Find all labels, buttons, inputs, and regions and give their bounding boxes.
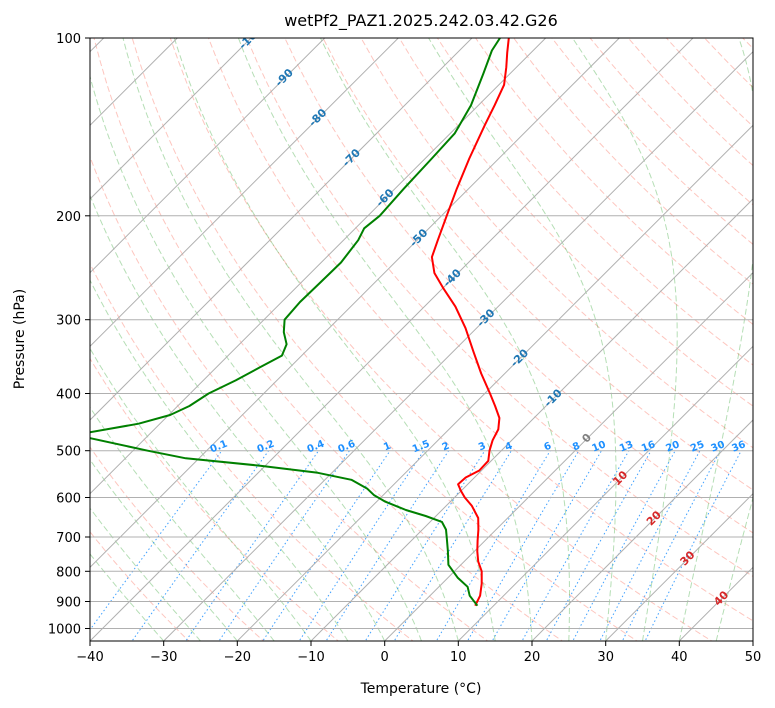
x-axis-label: Temperature (°C)	[360, 681, 482, 697]
mixing-ratio-line	[435, 450, 551, 641]
x-tick-label: −30	[150, 650, 177, 665]
x-tick-label: −10	[297, 650, 324, 665]
mixing-ratio-line	[131, 450, 270, 641]
dry-adiabat-line	[322, 38, 753, 491]
x-tick-label: −40	[76, 650, 103, 665]
mixing-ratio-line	[185, 450, 320, 641]
mixing-ratio-line	[325, 450, 450, 641]
x-tick-label: 20	[524, 650, 541, 665]
y-tick-label: 900	[56, 596, 81, 611]
y-tick-label: 100	[56, 32, 81, 47]
x-tick-label: −20	[224, 650, 251, 665]
dry-adiabat-line	[360, 38, 753, 449]
isotherm-line	[90, 38, 473, 421]
y-tick-label: 600	[56, 492, 81, 507]
y-tick-label: 700	[56, 531, 81, 546]
mixing-ratio-label: 30	[710, 439, 727, 454]
dry-adiabat-line	[90, 446, 265, 641]
isotherm-line	[605, 492, 753, 641]
x-tick-label: 30	[597, 650, 614, 665]
mixing-ratio-label: 36	[730, 439, 747, 454]
moist-adiabat-line	[90, 507, 201, 641]
x-tick-label: 0	[381, 650, 389, 665]
mixing-ratio-label: 4	[504, 441, 515, 454]
isotherm-line	[163, 50, 753, 641]
mixing-ratio-label: 6	[542, 441, 553, 454]
mixing-ratio-label: 20	[664, 439, 681, 454]
y-tick-label: 800	[56, 565, 81, 580]
isotherm-line	[90, 38, 694, 641]
moist-adiabat-line	[90, 194, 386, 641]
moist-adiabat-line	[90, 74, 422, 641]
moist-adiabat-line	[572, 38, 678, 641]
profile-series	[90, 38, 510, 607]
y-tick-label: 1000	[48, 623, 81, 638]
moist-adiabat-line	[173, 38, 496, 641]
isotherm-line	[90, 38, 252, 200]
mixing-ratio-label: 10	[591, 439, 608, 454]
skewed-isotherms	[90, 38, 753, 641]
isotherm-line	[384, 271, 753, 641]
moist-adiabat-line	[122, 38, 459, 641]
moist-adiabat-line	[678, 38, 753, 641]
moist-adiabat-line	[428, 38, 617, 641]
x-tick-label: 40	[671, 650, 688, 665]
y-tick-label: 300	[56, 314, 81, 329]
mixing-ratio-label: 25	[689, 439, 706, 454]
isotherm-line	[90, 38, 547, 495]
moist-adiabat-line	[90, 553, 165, 641]
isotherm-line	[310, 198, 753, 641]
moist-adiabat-line	[320, 38, 570, 641]
dry-adiabat-line	[398, 38, 753, 407]
mixing-ratio-line	[262, 450, 391, 641]
moist-adiabat-line	[237, 38, 533, 641]
y-tick-label: 500	[56, 445, 81, 460]
dewpoint-profile	[90, 38, 501, 607]
mixing-ratio-label: 16	[640, 439, 657, 454]
mixing-ratio-label: 2	[441, 441, 452, 454]
mixing-ratio-label: 1	[382, 441, 393, 454]
y-tick-label: 200	[56, 210, 81, 225]
isotherm-line	[90, 38, 326, 274]
mixing-ratio-line	[298, 450, 425, 641]
dry-adiabat-line	[208, 38, 753, 622]
isotherm-line	[236, 124, 753, 641]
x-axis-ticks: −40 −30 −20 −10 0 10 20 30 40 50	[76, 641, 761, 665]
mixing-ratio-line	[466, 450, 580, 641]
y-axis-label: Pressure (hPa)	[12, 289, 28, 389]
dry-adiabat-line	[475, 38, 753, 325]
mixing-ratio-line	[599, 450, 701, 641]
y-axis-ticks: 100 200 300 400 500 600 700 800 900 1000	[48, 32, 90, 638]
moist-adiabat-line	[90, 279, 349, 641]
pressure-gridlines	[90, 38, 753, 629]
temperature-profile	[430, 38, 510, 607]
plot-frame	[89, 37, 754, 642]
isotherm-line	[90, 38, 399, 348]
isotherm-line	[90, 38, 620, 569]
dry-adiabat-line	[90, 155, 489, 641]
mixing-ratio-label: 8	[571, 441, 582, 454]
isotherm-line	[531, 419, 753, 641]
dry-adiabat-line	[93, 38, 564, 641]
y-tick-label: 400	[56, 388, 81, 403]
mixing-ratio-label: 3	[477, 441, 488, 454]
x-tick-label: 50	[745, 650, 762, 665]
mixing-ratio-lines	[90, 450, 742, 641]
chart-title: wetPf2_PAZ1.2025.242.03.42.G26	[284, 11, 558, 31]
plot-area	[90, 38, 753, 641]
mixing-ratio-line	[545, 450, 652, 641]
mixing-ratio-label: 13	[618, 439, 635, 454]
mixing-ratio-line	[218, 450, 350, 641]
moist-adiabat-line	[90, 458, 238, 641]
mixing-ratio-line	[572, 450, 676, 641]
isotherm-line	[457, 345, 753, 641]
x-tick-label: 10	[450, 650, 467, 665]
mixing-ratio-line	[364, 450, 486, 641]
mixing-ratio-line	[90, 450, 223, 631]
